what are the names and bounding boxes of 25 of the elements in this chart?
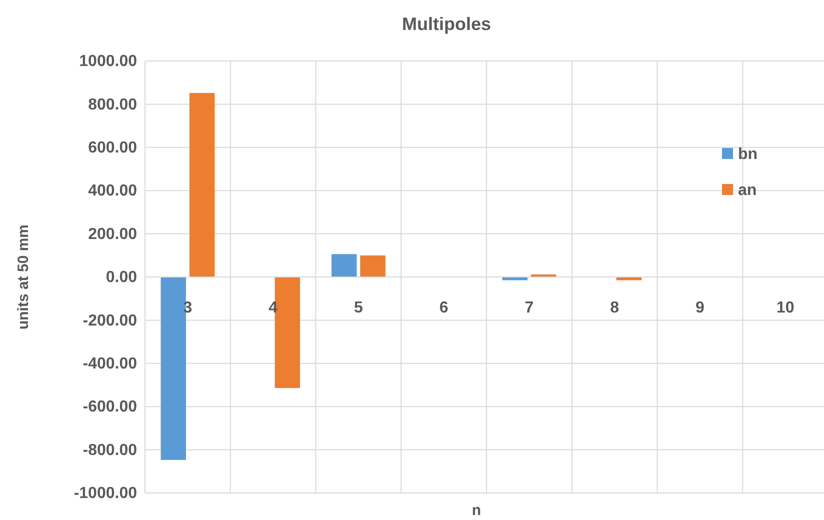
y-tick-label: 0.00 bbox=[106, 269, 138, 286]
y-tick-label: 400.00 bbox=[88, 182, 138, 200]
x-tick-label: 8 bbox=[610, 299, 620, 316]
bar bbox=[332, 254, 357, 277]
y-axis-title: units at 50 mm bbox=[15, 224, 32, 330]
legend-label: an bbox=[738, 182, 757, 199]
y-tick-label: -600.00 bbox=[82, 398, 138, 416]
x-tick-label: 10 bbox=[776, 299, 794, 316]
y-tick-label: 800.00 bbox=[88, 96, 138, 114]
x-tick-label: 6 bbox=[439, 299, 448, 316]
x-axis-title: n bbox=[472, 502, 482, 519]
y-tick-label: -400.00 bbox=[82, 356, 138, 373]
y-tick-label: -200.00 bbox=[82, 312, 138, 330]
x-tick-label: 9 bbox=[695, 299, 704, 316]
bar bbox=[360, 255, 386, 277]
y-tick-label: -800.00 bbox=[82, 442, 138, 459]
y-tick-label: 200.00 bbox=[88, 226, 138, 243]
y-tick-label: 1000.00 bbox=[79, 53, 138, 70]
x-tick-label: 5 bbox=[354, 299, 363, 316]
y-tick-label: 600.00 bbox=[88, 140, 138, 157]
bar bbox=[189, 92, 215, 277]
chart-title: Multipoles bbox=[402, 14, 491, 34]
y-tick-label: -1000.00 bbox=[74, 485, 138, 502]
legend-label: bn bbox=[738, 146, 758, 163]
x-tick-label: 7 bbox=[524, 299, 534, 316]
